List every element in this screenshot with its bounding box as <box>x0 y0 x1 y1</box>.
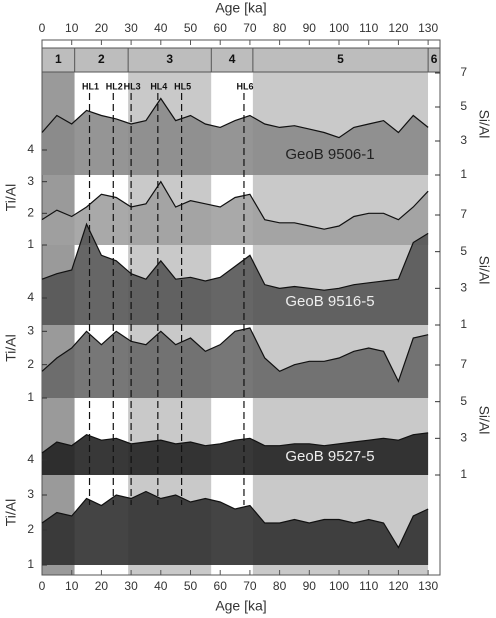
series-line <box>41 327 429 383</box>
event-label: HL3 <box>124 81 141 91</box>
y-tick-label: 2 <box>27 522 34 536</box>
y-axis-title: Ti/Al <box>3 184 19 211</box>
x-tick-label-bottom: 80 <box>273 579 287 593</box>
y-axis-title: Ti/Al <box>3 499 19 526</box>
series-line <box>41 180 429 230</box>
core-name: GeoB 9506-1 <box>285 146 374 163</box>
stage-band <box>428 72 440 575</box>
core-name: GeoB 9516-5 <box>285 293 374 310</box>
event-label: HL4 <box>150 81 167 91</box>
x-tick-label-bottom: 0 <box>39 579 46 593</box>
x-tick-label-top: 30 <box>124 21 138 35</box>
x-axis-title-bottom: Age [ka] <box>215 598 266 614</box>
series-area <box>42 181 429 245</box>
core-name: GeoB 9527-5 <box>285 448 374 465</box>
series-area <box>42 328 429 398</box>
series-area <box>42 224 429 325</box>
event-label: HL2 <box>106 81 123 91</box>
x-tick-label-bottom: 30 <box>124 579 138 593</box>
x-tick-label-bottom: 40 <box>154 579 168 593</box>
x-tick-label-bottom: 20 <box>95 579 109 593</box>
y-tick-label: 7 <box>460 357 467 371</box>
y-tick-label: 3 <box>27 174 34 188</box>
y-axis-title: Si/Al <box>476 256 492 285</box>
series-line <box>41 222 429 291</box>
stage-label: 3 <box>166 52 173 66</box>
series-line <box>41 490 429 549</box>
y-tick-label: 7 <box>460 65 467 79</box>
x-tick-label-top: 0 <box>39 21 46 35</box>
x-tick-label-bottom: 70 <box>243 579 257 593</box>
series-area <box>42 98 429 175</box>
x-tick-label-bottom: 50 <box>184 579 198 593</box>
y-tick-label: 3 <box>27 487 34 501</box>
x-tick-label-bottom: 100 <box>329 579 349 593</box>
y-tick-label: 3 <box>460 281 467 295</box>
x-tick-label-top: 120 <box>388 21 408 35</box>
y-tick-label: 5 <box>460 99 467 113</box>
y-tick-label: 1 <box>27 557 34 571</box>
x-tick-label-top: 20 <box>95 21 109 35</box>
y-tick-label: 1 <box>460 167 467 181</box>
y-tick-label: 1 <box>460 467 467 481</box>
series-line <box>41 432 429 454</box>
x-tick-label-top: 10 <box>65 21 79 35</box>
x-tick-label-top: 110 <box>359 21 378 35</box>
event-label: HL6 <box>236 81 253 91</box>
x-tick-label-bottom: 120 <box>388 579 408 593</box>
y-tick-label: 3 <box>27 324 34 338</box>
x-tick-label-top: 70 <box>243 21 257 35</box>
event-label: HL5 <box>174 81 191 91</box>
y-axis-title: Si/Al <box>476 110 492 139</box>
series-area <box>42 491 429 565</box>
x-tick-label-bottom: 90 <box>303 579 317 593</box>
y-tick-label: 4 <box>27 290 34 304</box>
x-tick-label-top: 60 <box>214 21 228 35</box>
series-line <box>41 97 429 139</box>
x-tick-label-top: 90 <box>303 21 317 35</box>
y-axis-title: Si/Al <box>476 406 492 435</box>
x-tick-label-top: 100 <box>329 21 349 35</box>
x-tick-label-top: 130 <box>418 21 438 35</box>
stage-label: 1 <box>55 52 62 66</box>
stage-label: 4 <box>229 52 236 66</box>
stage-label: 2 <box>98 52 105 66</box>
y-tick-label: 5 <box>460 244 467 258</box>
x-tick-label-top: 80 <box>273 21 287 35</box>
x-axis-title-top: Age [ka] <box>215 0 266 16</box>
y-tick-label: 4 <box>27 142 34 156</box>
y-tick-label: 1 <box>460 317 467 331</box>
y-tick-label: 1 <box>27 390 34 404</box>
stage-label: 5 <box>337 52 344 66</box>
x-tick-label-bottom: 130 <box>418 579 438 593</box>
y-tick-label: 3 <box>460 431 467 445</box>
y-axis-title: Ti/Al <box>3 334 19 361</box>
y-tick-label: 1 <box>27 237 34 251</box>
y-tick-label: 3 <box>460 133 467 147</box>
y-tick-label: 7 <box>460 207 467 221</box>
stage-label: 6 <box>431 52 438 66</box>
y-tick-label: 2 <box>27 206 34 220</box>
x-tick-label-bottom: 10 <box>65 579 79 593</box>
x-tick-label-top: 50 <box>184 21 198 35</box>
y-tick-label: 2 <box>27 357 34 371</box>
x-tick-label-bottom: 110 <box>359 579 378 593</box>
x-tick-label-bottom: 60 <box>214 579 228 593</box>
x-tick-label-top: 40 <box>154 21 168 35</box>
y-tick-label: 4 <box>27 452 34 466</box>
y-tick-label: 5 <box>460 394 467 408</box>
event-label: HL1 <box>82 81 99 91</box>
